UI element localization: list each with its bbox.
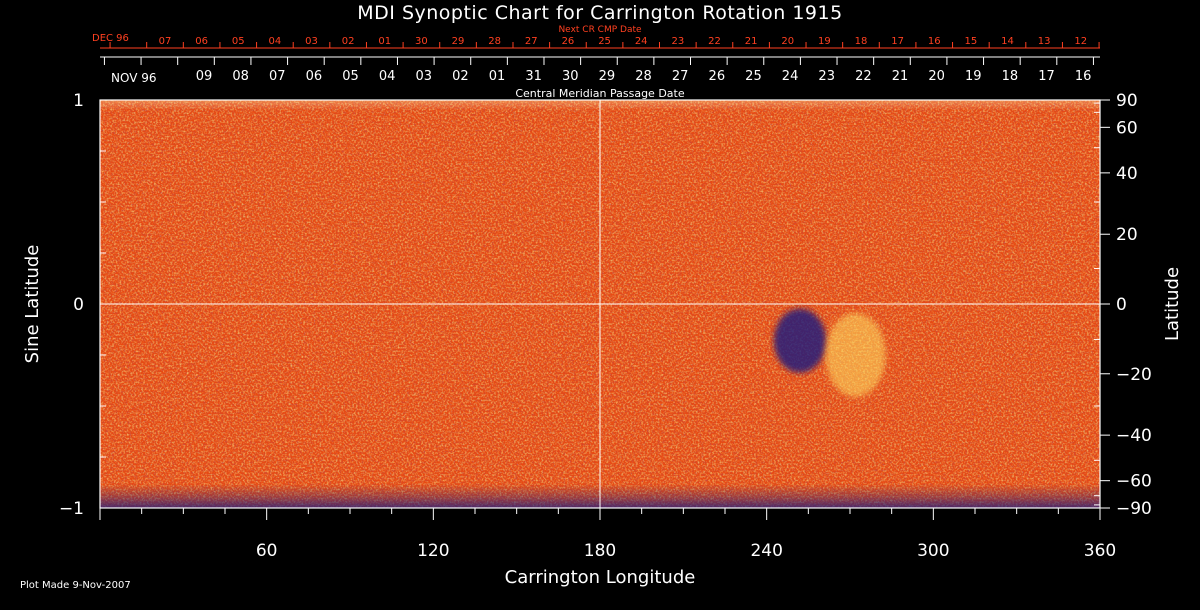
next-cr-date-label: 17 [891, 36, 904, 47]
next-cr-date-label: 19 [818, 36, 831, 47]
next-cr-date-label: 16 [928, 36, 941, 47]
next-cr-date-label: 25 [598, 36, 611, 47]
cmp-start-label: NOV 96 [111, 71, 157, 85]
y-right-tick-label: 40 [1116, 164, 1138, 184]
cmp-date-label: 20 [928, 69, 945, 84]
next-cr-date-label: 03 [305, 36, 318, 47]
cmp-date-label: 04 [379, 69, 396, 84]
y-left-tick-label: 1 [73, 91, 84, 111]
y-left-axis-label: Sine Latitude [22, 245, 43, 364]
y-left-tick-label: 0 [73, 295, 84, 315]
cmp-date-label: 06 [306, 69, 323, 84]
cmp-date-label: 30 [562, 69, 579, 84]
y-right-tick-label: 0 [1116, 295, 1127, 315]
next-cr-date-label: 04 [269, 36, 282, 47]
next-cr-date-label: 27 [525, 36, 538, 47]
x-axis-label: Carrington Longitude [505, 567, 696, 588]
cmp-date-label: 01 [489, 69, 506, 84]
x-tick-label: 240 [750, 541, 782, 561]
y-right-tick-label: −60 [1116, 472, 1152, 492]
next-cr-date-label: 14 [1001, 36, 1014, 47]
cmp-date-label: 17 [1038, 69, 1055, 84]
next-cr-date-label: 12 [1074, 36, 1087, 47]
next-cr-date-label: 21 [745, 36, 758, 47]
y-right-axis-label: Latitude [1162, 267, 1183, 341]
cmp-date-label: 02 [452, 69, 469, 84]
y-left-tick-label: −1 [59, 499, 84, 519]
x-tick-label: 180 [584, 541, 616, 561]
next-cr-date-label: 13 [1038, 36, 1051, 47]
cmp-date-label: 23 [818, 69, 835, 84]
cmp-date-label: 19 [965, 69, 982, 84]
cmp-axis-title: Central Meridian Passage Date [515, 87, 684, 100]
y-right-tick-label: −40 [1116, 426, 1152, 446]
next-cr-start-label: DEC 96 [92, 33, 129, 44]
next-cr-date-label: 29 [452, 36, 465, 47]
cmp-date-label: 16 [1075, 69, 1092, 84]
next-cr-axis-title: Next CR CMP Date [558, 25, 642, 35]
next-cr-date-label: 05 [232, 36, 245, 47]
x-tick-label: 360 [1084, 541, 1116, 561]
active-region-negative [774, 308, 826, 373]
next-cr-date-label: 07 [159, 36, 172, 47]
next-cr-date-label: 20 [781, 36, 794, 47]
cmp-date-label: 03 [416, 69, 433, 84]
cmp-date-label: 31 [525, 69, 542, 84]
next-cr-date-label: 22 [708, 36, 721, 47]
cmp-date-label: 08 [232, 69, 249, 84]
plot-made-note: Plot Made 9-Nov-2007 [20, 580, 131, 591]
cmp-date-label: 27 [672, 69, 689, 84]
cmp-date-label: 09 [196, 69, 213, 84]
next-cr-date-label: 15 [964, 36, 977, 47]
next-cr-date-label: 26 [562, 36, 575, 47]
y-right-tick-label: 20 [1116, 225, 1138, 245]
y-right-tick-label: 90 [1116, 91, 1138, 111]
next-cr-date-label: 18 [855, 36, 868, 47]
cmp-date-label: 05 [342, 69, 359, 84]
x-tick-label: 300 [917, 541, 949, 561]
cmp-date-label: 22 [855, 69, 872, 84]
cmp-date-label: 24 [782, 69, 799, 84]
y-right-tick-label: −20 [1116, 365, 1152, 385]
y-right-tick-label: 60 [1116, 118, 1138, 138]
next-cr-date-label: 01 [378, 36, 391, 47]
cmp-date-label: 21 [892, 69, 909, 84]
next-cr-date-label: 24 [635, 36, 648, 47]
active-region-positive [825, 313, 886, 397]
cmp-date-label: 29 [599, 69, 616, 84]
next-cr-date-label: 06 [195, 36, 208, 47]
x-tick-label: 60 [256, 541, 278, 561]
cmp-date-label: 25 [745, 69, 762, 84]
next-cr-date-label: 02 [342, 36, 355, 47]
x-tick-label: 120 [417, 541, 449, 561]
cmp-date-label: 26 [709, 69, 726, 84]
next-cr-date-label: 23 [671, 36, 684, 47]
chart-title: MDI Synoptic Chart for Carrington Rotati… [357, 2, 843, 24]
next-cr-date-label: 28 [488, 36, 501, 47]
cmp-date-label: 28 [635, 69, 652, 84]
cmp-date-label: 18 [1002, 69, 1019, 84]
cmp-date-label: 07 [269, 69, 286, 84]
y-right-tick-label: −90 [1116, 499, 1152, 519]
next-cr-date-label: 30 [415, 36, 428, 47]
